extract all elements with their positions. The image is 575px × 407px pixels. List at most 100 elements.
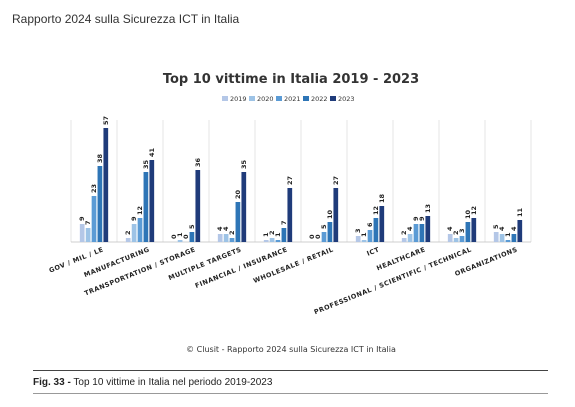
bar xyxy=(275,240,281,242)
data-label: 4 xyxy=(498,226,506,231)
bar xyxy=(97,166,103,242)
legend-label-2020: 2020 xyxy=(257,95,274,103)
legend-swatch-2023 xyxy=(330,96,336,101)
bar xyxy=(361,240,367,242)
data-label: 9 xyxy=(78,216,86,221)
bar xyxy=(149,160,155,242)
data-label: 9 xyxy=(412,216,420,221)
data-label: 5 xyxy=(492,224,500,229)
bar xyxy=(413,224,419,242)
bar xyxy=(511,234,517,242)
bar xyxy=(263,240,269,242)
data-label: 0 xyxy=(314,234,322,239)
data-label: 12 xyxy=(470,206,478,215)
bar xyxy=(229,238,235,242)
data-label: 27 xyxy=(332,176,340,185)
bar xyxy=(321,232,327,242)
legend-label-2019: 2019 xyxy=(230,95,247,103)
data-label: 9 xyxy=(130,216,138,221)
bar xyxy=(131,224,137,242)
bar xyxy=(493,232,499,242)
bar xyxy=(103,128,109,242)
bar-chart: Top 10 vittime in Italia 2019 - 2023 201… xyxy=(48,72,532,354)
data-label: 12 xyxy=(372,206,380,215)
caption-rule-top xyxy=(33,370,548,371)
data-label: 41 xyxy=(148,147,156,157)
bar xyxy=(177,240,183,242)
legend-swatch-2020 xyxy=(249,96,255,101)
data-label: 35 xyxy=(240,159,248,169)
bar xyxy=(459,236,465,242)
bar xyxy=(407,234,413,242)
legend-swatch-2019 xyxy=(222,96,228,101)
data-label: 1 xyxy=(274,232,282,237)
data-label: 10 xyxy=(326,209,334,219)
data-label: 7 xyxy=(280,220,288,225)
legend-label-2022: 2022 xyxy=(311,95,328,103)
data-label: 36 xyxy=(194,157,202,167)
bar xyxy=(333,188,339,242)
bar xyxy=(223,234,229,242)
caption-rule-bottom xyxy=(33,393,548,394)
data-label: 0 xyxy=(170,234,178,239)
data-label: 2 xyxy=(452,230,460,235)
bar xyxy=(217,234,223,242)
figure-caption-text: Top 10 vittime in Italia nel periodo 201… xyxy=(73,377,273,388)
data-label: 3 xyxy=(458,228,466,233)
legend-swatch-2022 xyxy=(303,96,309,101)
bar xyxy=(447,234,453,242)
bar xyxy=(465,222,471,242)
bar xyxy=(85,228,91,242)
chart-title: Top 10 vittime in Italia 2019 - 2023 xyxy=(163,72,419,87)
data-label: 0 xyxy=(182,234,190,239)
data-label: 3 xyxy=(354,228,362,233)
bar xyxy=(235,202,241,242)
figure-caption: Fig. 33 - Top 10 vittime in Italia nel p… xyxy=(33,377,272,388)
data-label: 38 xyxy=(96,153,104,163)
legend-label-2021: 2021 xyxy=(284,95,301,103)
bar xyxy=(367,230,373,242)
data-label: 13 xyxy=(424,204,432,213)
data-label: 2 xyxy=(228,230,236,235)
x-tick-label: PROFESSIONAL / SCIENTIFIC / TECHNICAL xyxy=(313,245,473,316)
bar xyxy=(425,216,431,242)
legend-swatch-2021 xyxy=(276,96,282,101)
data-label: 4 xyxy=(216,226,224,231)
data-label: 5 xyxy=(188,224,196,229)
data-label: 20 xyxy=(234,189,242,199)
data-label: 9 xyxy=(418,216,426,221)
data-label: 4 xyxy=(510,226,518,231)
data-label: 0 xyxy=(308,234,316,239)
data-label: 2 xyxy=(400,230,408,235)
data-label: 5 xyxy=(320,224,328,229)
x-tick-label: WHOLESALE / RETAIL xyxy=(252,245,335,285)
data-label: 12 xyxy=(136,206,144,215)
bar xyxy=(143,172,149,242)
data-label: 57 xyxy=(102,116,110,125)
bar xyxy=(91,196,97,242)
bar xyxy=(419,224,425,242)
bar xyxy=(137,218,143,242)
bar xyxy=(269,238,275,242)
document-header: Rapporto 2024 sulla Sicurezza ICT in Ita… xyxy=(12,12,240,26)
data-label: 1 xyxy=(176,232,184,237)
bar xyxy=(505,240,511,242)
data-label: 10 xyxy=(464,209,472,219)
bar xyxy=(373,218,379,242)
bar xyxy=(499,234,505,242)
source-note: © Clusit - Rapporto 2024 sulla Sicurezza… xyxy=(186,345,396,354)
bar xyxy=(355,236,361,242)
bar xyxy=(379,206,385,242)
bar xyxy=(453,238,459,242)
data-label: 18 xyxy=(378,193,386,203)
data-label: 2 xyxy=(124,230,132,235)
data-label: 11 xyxy=(516,207,524,217)
data-label: 1 xyxy=(360,232,368,237)
data-label: 6 xyxy=(366,222,374,227)
bar xyxy=(79,224,85,242)
data-label: 4 xyxy=(446,226,454,231)
data-label: 35 xyxy=(142,159,150,169)
bar xyxy=(471,218,477,242)
chart-legend: 2019 2020 2021 2022 2023 xyxy=(222,95,355,103)
